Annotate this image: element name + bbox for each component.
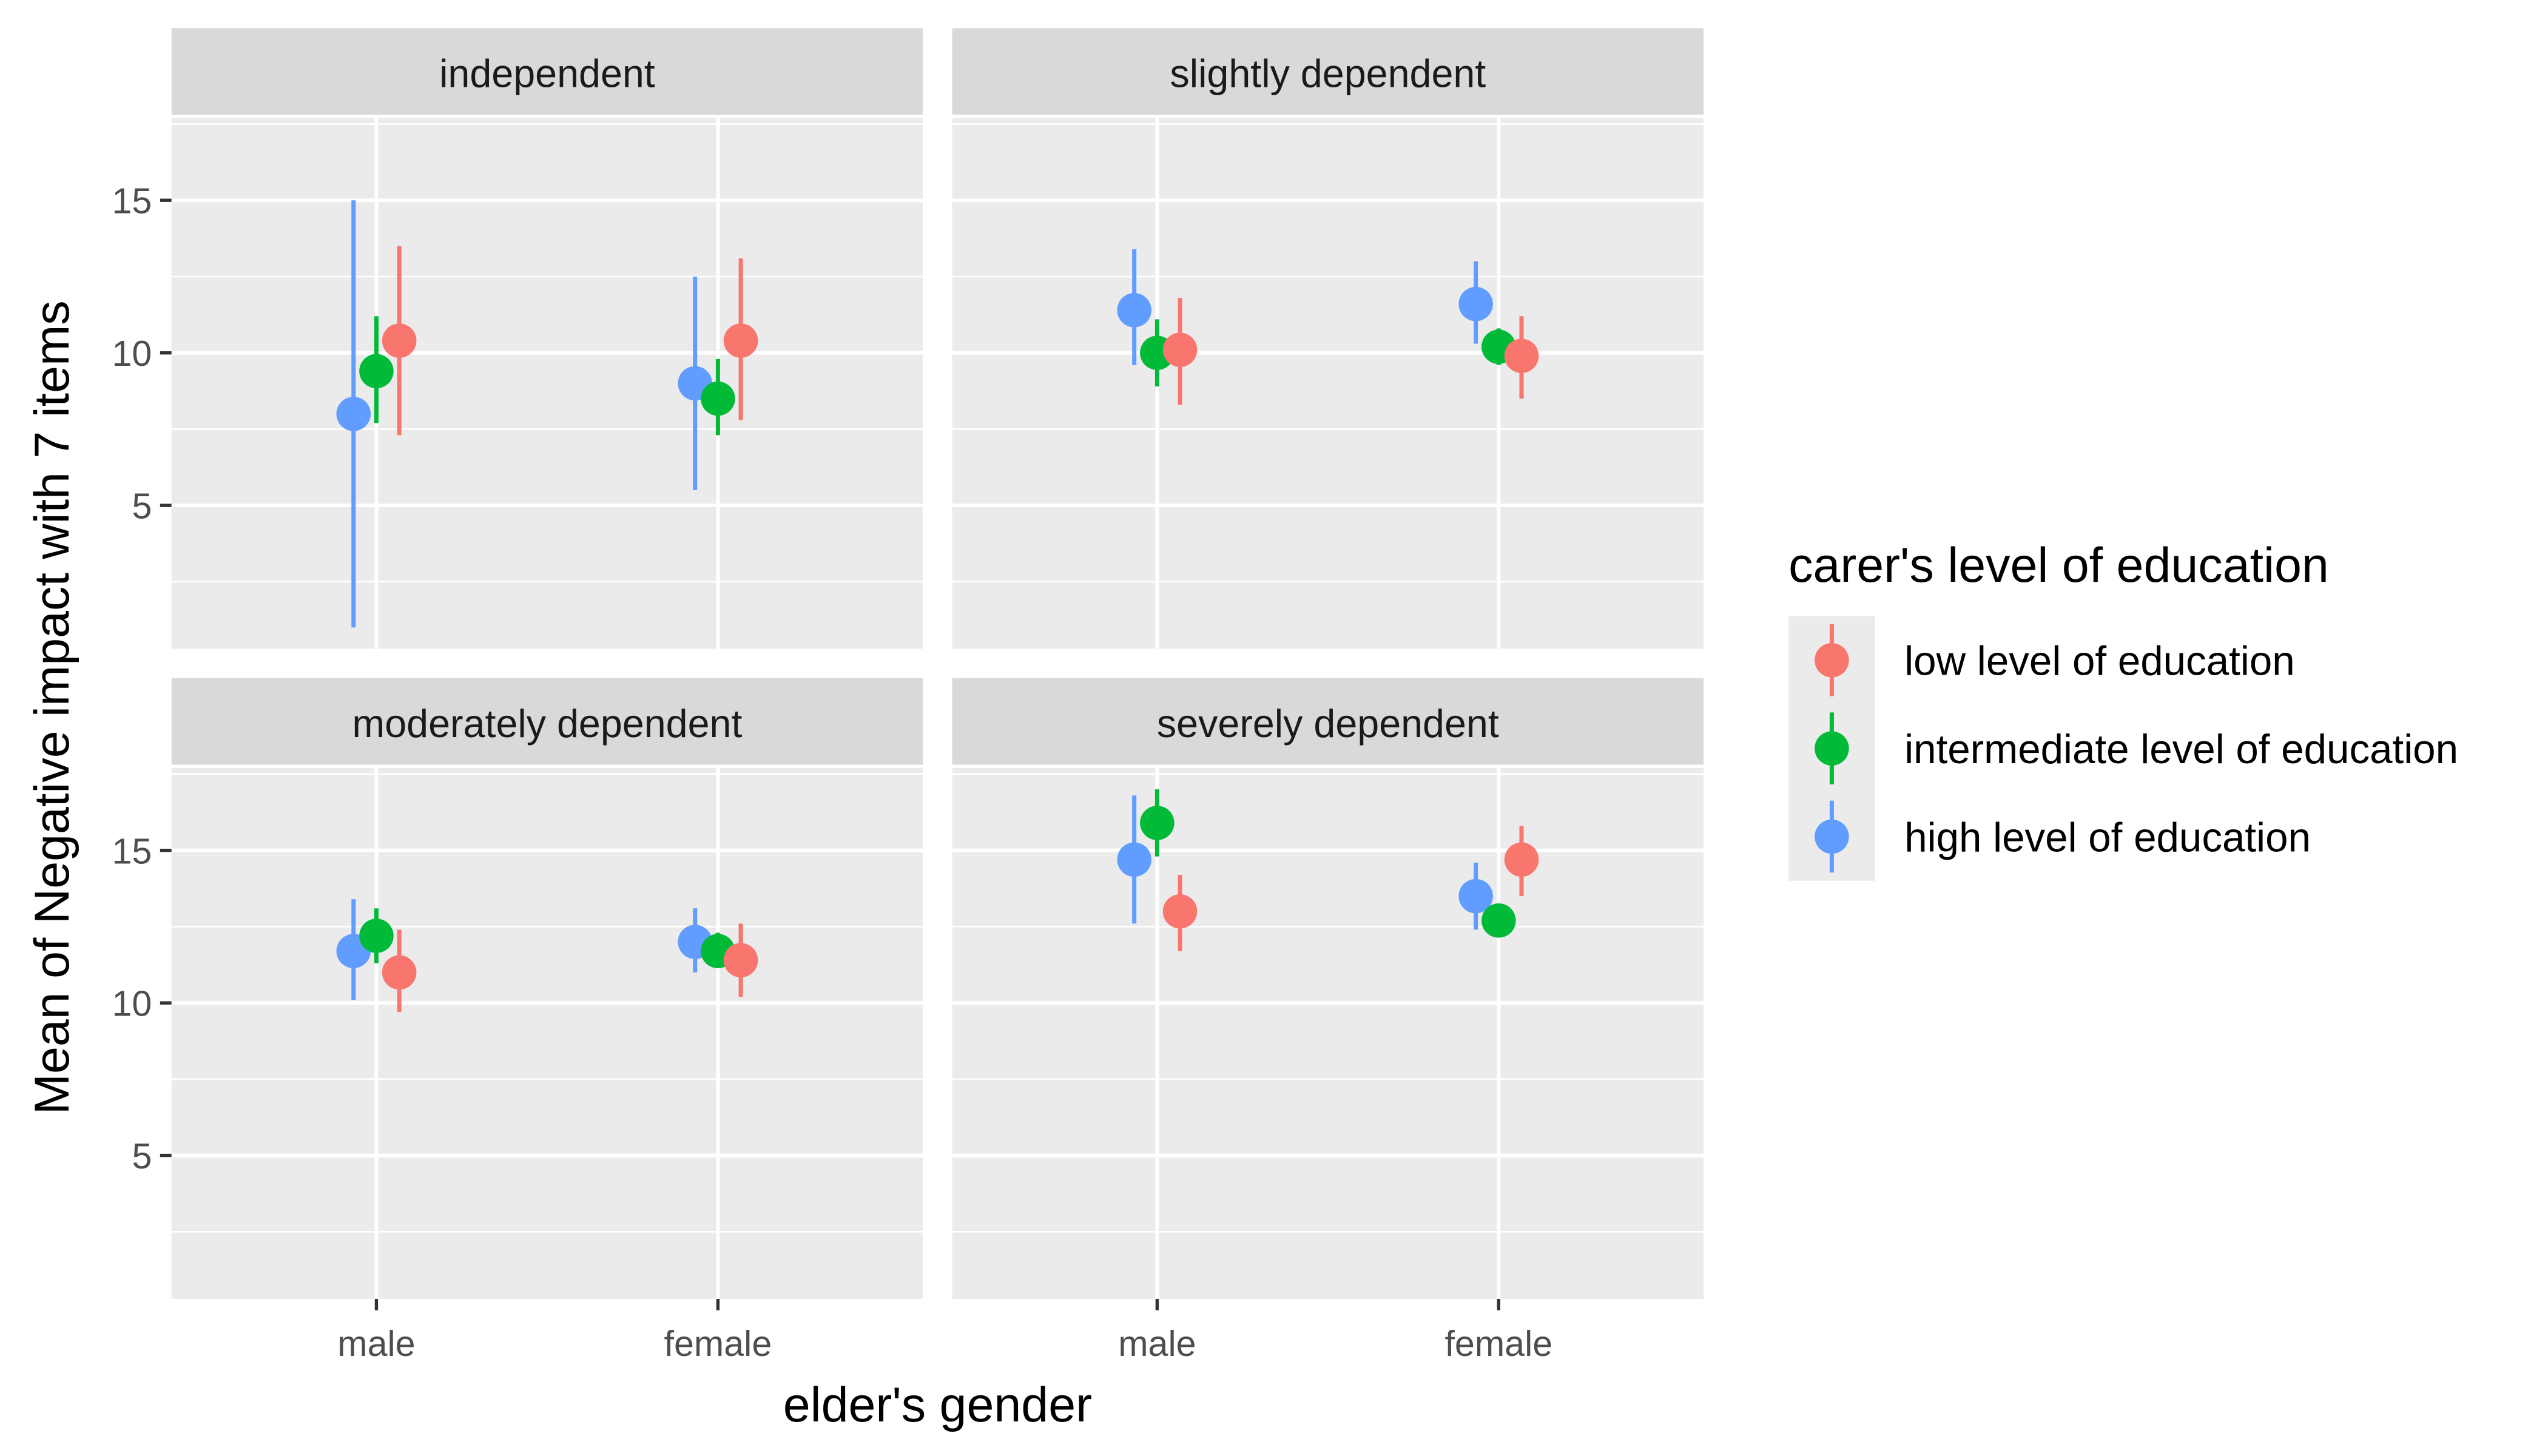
facet-strip <box>171 28 923 115</box>
data-point <box>1481 903 1516 938</box>
data-point <box>1162 332 1198 367</box>
data-point <box>1162 894 1198 929</box>
x-tick-label: male <box>1118 1323 1196 1364</box>
facet-strip <box>171 678 923 765</box>
data-point <box>1117 292 1151 328</box>
data-point <box>723 323 758 358</box>
legend-label: low level of education <box>1904 639 2294 684</box>
y-axis-title: Mean of Negative impact with 7 items <box>25 300 79 1114</box>
data-point <box>701 381 735 416</box>
x-axis-title: elder's gender <box>783 1378 1092 1432</box>
legend-title: carer's level of education <box>1788 538 2329 593</box>
panel-background <box>952 118 1704 649</box>
legend-key-point <box>1815 731 1849 766</box>
y-tick-label: 10 <box>112 983 152 1024</box>
data-point <box>1504 339 1539 373</box>
data-point <box>359 918 394 953</box>
facet-strip <box>952 28 1704 115</box>
legend-label: high level of education <box>1904 815 2311 860</box>
legend-key-point <box>1815 819 1849 854</box>
y-tick-label: 10 <box>112 333 152 374</box>
data-point <box>723 943 758 978</box>
facet-strip-label: slightly dependent <box>1170 52 1486 95</box>
legend-label: intermediate level of education <box>1904 727 2458 772</box>
data-point <box>382 323 417 358</box>
panel-background <box>952 767 1704 1299</box>
data-point <box>336 396 371 431</box>
legend: carer's level of education low level of … <box>1788 538 2458 881</box>
data-point <box>1140 806 1175 840</box>
panel-background <box>171 767 923 1299</box>
facet-panel: moderately dependent 5 10 15 male female <box>112 678 923 1364</box>
facet-strip-label: severely dependent <box>1157 702 1499 746</box>
data-point <box>1458 286 1493 322</box>
panel-background <box>171 118 923 649</box>
data-point <box>1458 878 1493 914</box>
data-point <box>1504 842 1539 877</box>
y-tick-label: 15 <box>112 831 152 871</box>
facet-strip <box>952 678 1704 765</box>
legend-key-point <box>1815 643 1849 678</box>
data-point <box>1117 842 1151 877</box>
data-point <box>359 354 394 389</box>
facet-panel: severely dependent male female <box>952 678 1704 1364</box>
x-tick-label: female <box>1444 1323 1552 1364</box>
x-tick-label: female <box>664 1323 772 1364</box>
y-tick-label: 5 <box>132 486 152 527</box>
x-tick-label: male <box>337 1323 415 1364</box>
facet-strip-label: moderately dependent <box>352 702 742 746</box>
data-point <box>382 955 417 990</box>
y-tick-label: 15 <box>112 181 152 221</box>
facet-panel: slightly dependent <box>952 28 1704 649</box>
facet-panel: independent 5 10 15 <box>112 28 923 649</box>
y-tick-label: 5 <box>132 1136 152 1176</box>
facet-strip-label: independent <box>439 52 655 95</box>
